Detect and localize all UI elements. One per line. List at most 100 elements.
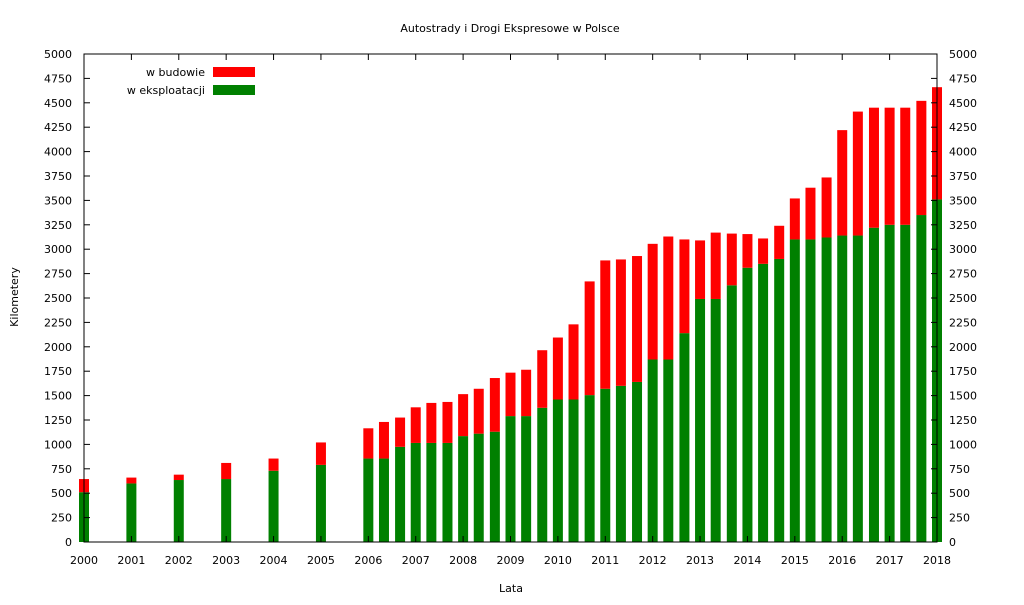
bar-w-budowie (552, 337, 563, 400)
x-tick-label: 2011 (591, 554, 619, 567)
y-tick-label-right: 4250 (949, 121, 977, 134)
bar-w-budowie (726, 233, 737, 286)
bar-w-budowie (837, 130, 848, 236)
bar-w-eksploatacji (916, 215, 927, 543)
bar-w-eksploatacji (378, 458, 389, 542)
x-tick-label: 2013 (686, 554, 714, 567)
x-tick-label: 2006 (354, 554, 382, 567)
bar-w-budowie (395, 417, 406, 447)
y-tick-label-right: 2750 (949, 268, 977, 281)
y-tick-label-left: 0 (65, 536, 72, 549)
bar-w-eksploatacji (884, 224, 895, 543)
y-tick-label-left: 4250 (44, 121, 72, 134)
y-tick-label-left: 5000 (44, 48, 72, 61)
y-tick-label-left: 2500 (44, 292, 72, 305)
x-tick-label: 2012 (639, 554, 667, 567)
bar-w-budowie (884, 107, 895, 225)
bar-w-eksploatacji (821, 237, 832, 542)
bar-w-eksploatacji (458, 436, 469, 542)
x-axis-label: Lata (499, 582, 523, 595)
y-tick-label-right: 750 (949, 463, 970, 476)
bar-w-budowie (521, 369, 532, 417)
x-tick-label: 2001 (117, 554, 145, 567)
y-tick-label-right: 1250 (949, 414, 977, 427)
y-tick-label-right: 3250 (949, 219, 977, 232)
bar-w-eksploatacji (268, 470, 279, 542)
y-tick-label-left: 500 (51, 487, 72, 500)
x-tick-label: 2014 (733, 554, 761, 567)
y-tick-label-right: 1750 (949, 365, 977, 378)
legend-label: w eksploatacji (127, 84, 205, 97)
bar-w-budowie (774, 225, 785, 259)
y-tick-label-right: 250 (949, 512, 970, 525)
y-tick-label-right: 3500 (949, 194, 977, 207)
bar-w-budowie (695, 240, 706, 299)
bar-w-eksploatacji (442, 442, 453, 542)
bar-w-eksploatacji (647, 359, 658, 542)
legend: w budowie w eksploatacji (127, 66, 255, 97)
x-tick-label: 2005 (307, 554, 335, 567)
bar-w-budowie (632, 256, 643, 382)
bar-w-budowie (268, 458, 279, 471)
bar-w-budowie (805, 187, 816, 240)
y-tick-label-right: 4750 (949, 72, 977, 85)
bar-w-budowie (363, 428, 374, 459)
bar-w-eksploatacji (568, 399, 579, 542)
bar-w-budowie (584, 281, 595, 396)
bar-w-eksploatacji (221, 479, 232, 542)
y-tick-label-right: 1000 (949, 438, 977, 451)
bar-w-budowie (663, 236, 674, 360)
bar-w-budowie (173, 474, 184, 481)
bar-w-eksploatacji (789, 239, 800, 542)
bar-w-eksploatacji (726, 285, 737, 542)
x-tick-label: 2010 (544, 554, 572, 567)
y-tick-label-right: 2000 (949, 341, 977, 354)
y-tick-label-left: 3500 (44, 194, 72, 207)
y-tick-label-right: 4000 (949, 146, 977, 159)
axes: 0 0 250 250 500 500 750 750 1000 1000 1250 1250 1500… (44, 48, 977, 567)
bar-w-eksploatacji (315, 464, 326, 542)
bar-w-budowie (679, 239, 690, 334)
legend-swatch (213, 85, 255, 95)
bar-w-budowie (315, 442, 326, 465)
y-tick-label-right: 500 (949, 487, 970, 500)
bar-w-budowie (600, 260, 611, 389)
bar-w-eksploatacji (600, 388, 611, 542)
y-axis-label: Kilometery (8, 267, 21, 327)
y-tick-label-left: 4000 (44, 146, 72, 159)
bar-w-budowie (916, 100, 927, 216)
y-tick-label-right: 0 (949, 536, 956, 549)
y-tick-label-right: 2250 (949, 316, 977, 329)
y-tick-label-left: 3750 (44, 170, 72, 183)
y-tick-label-right: 4500 (949, 97, 977, 110)
y-tick-label-left: 1500 (44, 390, 72, 403)
bar-w-eksploatacji (426, 442, 437, 542)
bar-w-budowie (821, 177, 832, 238)
bar-w-budowie (505, 372, 516, 417)
bar-w-eksploatacji (126, 483, 137, 542)
bar-w-eksploatacji (537, 407, 548, 542)
x-tick-label: 2017 (876, 554, 904, 567)
bar-w-eksploatacji (742, 267, 753, 542)
bar-w-budowie (868, 107, 879, 228)
x-tick-label: 2004 (260, 554, 288, 567)
bar-w-eksploatacji (837, 235, 848, 542)
legend-label: w budowie (146, 66, 205, 79)
y-tick-label-left: 2750 (44, 268, 72, 281)
bar-w-eksploatacji (695, 298, 706, 542)
bar-w-budowie (221, 462, 232, 480)
x-tick-label: 2018 (923, 554, 951, 567)
bar-w-eksploatacji (679, 333, 690, 542)
x-tick-label: 2003 (212, 554, 240, 567)
bar-w-budowie (710, 232, 721, 299)
bar-w-budowie (758, 238, 769, 264)
bar-w-budowie (126, 477, 137, 484)
bar-w-budowie (647, 243, 658, 360)
bar-w-budowie (378, 421, 389, 459)
bar-w-budowie (742, 234, 753, 268)
y-tick-label-right: 2500 (949, 292, 977, 305)
bar-w-eksploatacji (363, 458, 374, 542)
bar-w-budowie (473, 388, 484, 434)
